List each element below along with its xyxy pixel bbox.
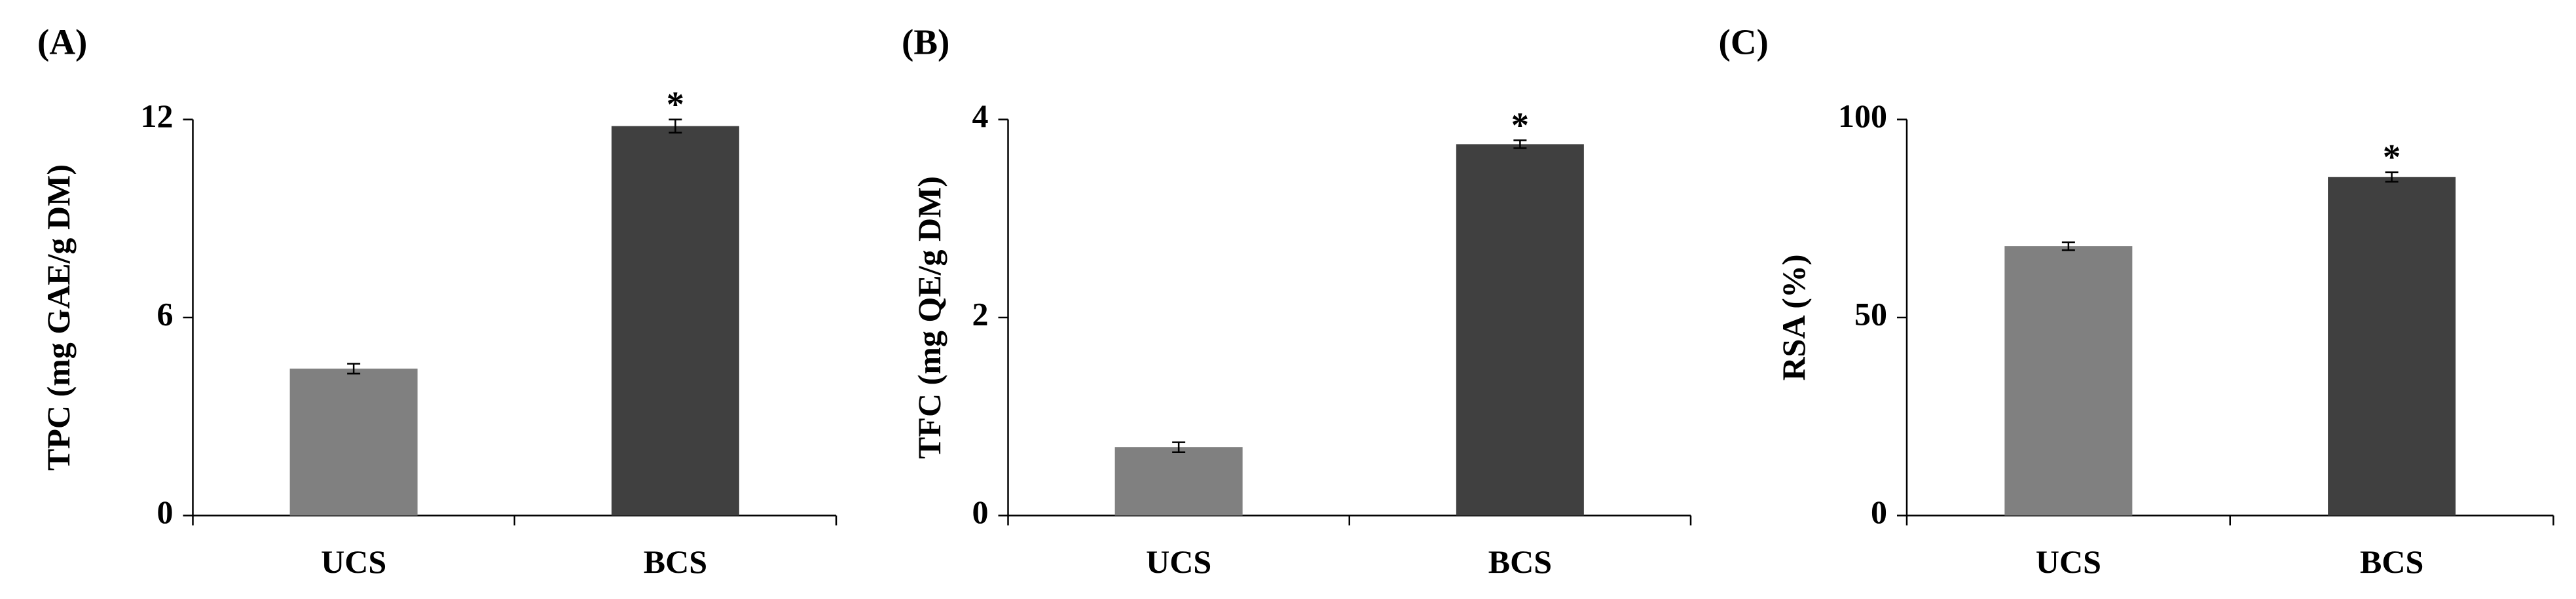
panel-label: (C): [1719, 22, 1769, 62]
y-tick-label: 50: [1854, 295, 1887, 332]
bar: [289, 369, 418, 516]
x-tick-label: UCS: [1146, 543, 1211, 580]
x-tick-label: UCS: [321, 543, 386, 580]
error-bar: [2061, 241, 2075, 251]
x-tick-label: UCS: [2036, 543, 2101, 580]
bar: [611, 126, 739, 516]
error-bar: [1513, 139, 1527, 149]
panel-label: (B): [902, 22, 949, 62]
error-bar: [1172, 441, 1186, 453]
y-tick-label: 4: [972, 98, 989, 134]
x-tick-label: BCS: [1488, 543, 1552, 580]
panel-label: (A): [37, 22, 87, 62]
y-tick-label: 12: [141, 98, 174, 134]
error-bar: [669, 118, 682, 134]
y-tick-label: 100: [1838, 98, 1887, 134]
y-tick-label: 6: [157, 295, 174, 332]
y-tick-label: 0: [157, 494, 174, 530]
bar: [2004, 246, 2133, 516]
significance-mark: *: [1511, 105, 1530, 145]
bar: [1114, 447, 1243, 516]
y-tick-label: 0: [972, 494, 989, 530]
significance-mark: *: [667, 84, 685, 124]
error-bar: [2385, 171, 2399, 183]
y-tick-label: 2: [972, 295, 989, 332]
bar: [2328, 177, 2456, 516]
y-axis-label: TFC (mg QE/g DM): [911, 176, 948, 459]
x-tick-label: BCS: [644, 543, 707, 580]
significance-mark: *: [2383, 137, 2401, 177]
y-axis-label: TPC (mg GAE/g DM): [40, 164, 77, 471]
y-tick-label: 0: [1871, 494, 1887, 530]
bar: [1456, 144, 1584, 516]
y-axis-label: RSA (%): [1775, 254, 1812, 380]
x-tick-label: BCS: [2360, 543, 2423, 580]
error-bar: [347, 363, 361, 374]
